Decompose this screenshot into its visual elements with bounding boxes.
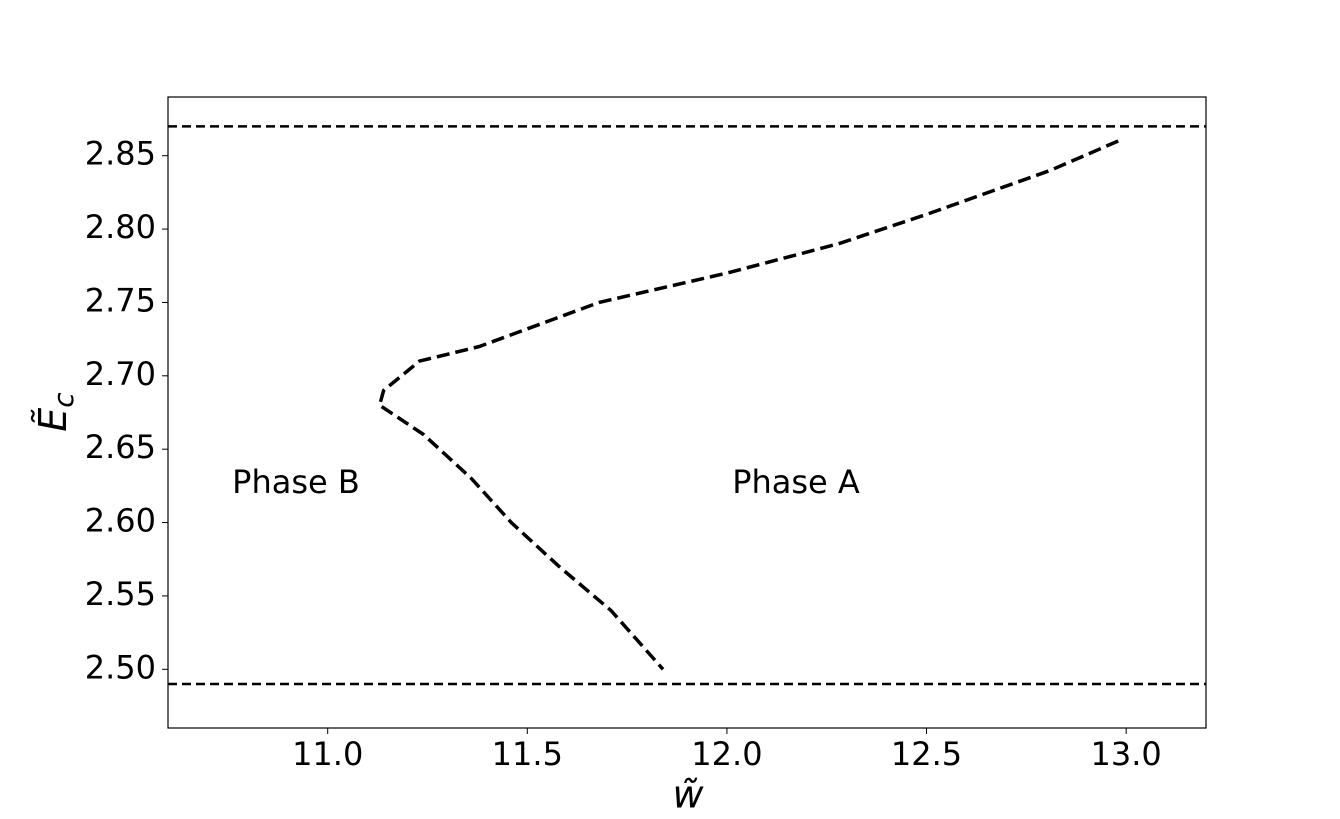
- y-tick-label: 2.80: [85, 208, 156, 246]
- y-axis-label: Ẽc: [31, 392, 81, 432]
- x-axis-label: w̃: [672, 773, 704, 817]
- x-tick-label: 13.0: [1091, 735, 1162, 773]
- x-tick-label: 11.0: [292, 735, 363, 773]
- annotation: Phase A: [732, 463, 860, 501]
- y-tick-label: 2.75: [85, 281, 156, 319]
- y-tick-label: 2.85: [85, 135, 156, 173]
- annotation: Phase B: [232, 463, 360, 501]
- y-tick-label: 2.60: [85, 502, 156, 540]
- y-tick-label: 2.55: [85, 575, 156, 613]
- y-tick-label: 2.65: [85, 428, 156, 466]
- data-line: [377, 139, 1119, 671]
- x-tick-label: 12.5: [891, 735, 962, 773]
- x-tick-label: 11.5: [492, 735, 563, 773]
- plot-frame: [167, 96, 1207, 729]
- y-tick-label: 2.70: [85, 355, 156, 393]
- x-tick-label: 12.0: [691, 735, 762, 773]
- y-tick-label: 2.50: [85, 648, 156, 686]
